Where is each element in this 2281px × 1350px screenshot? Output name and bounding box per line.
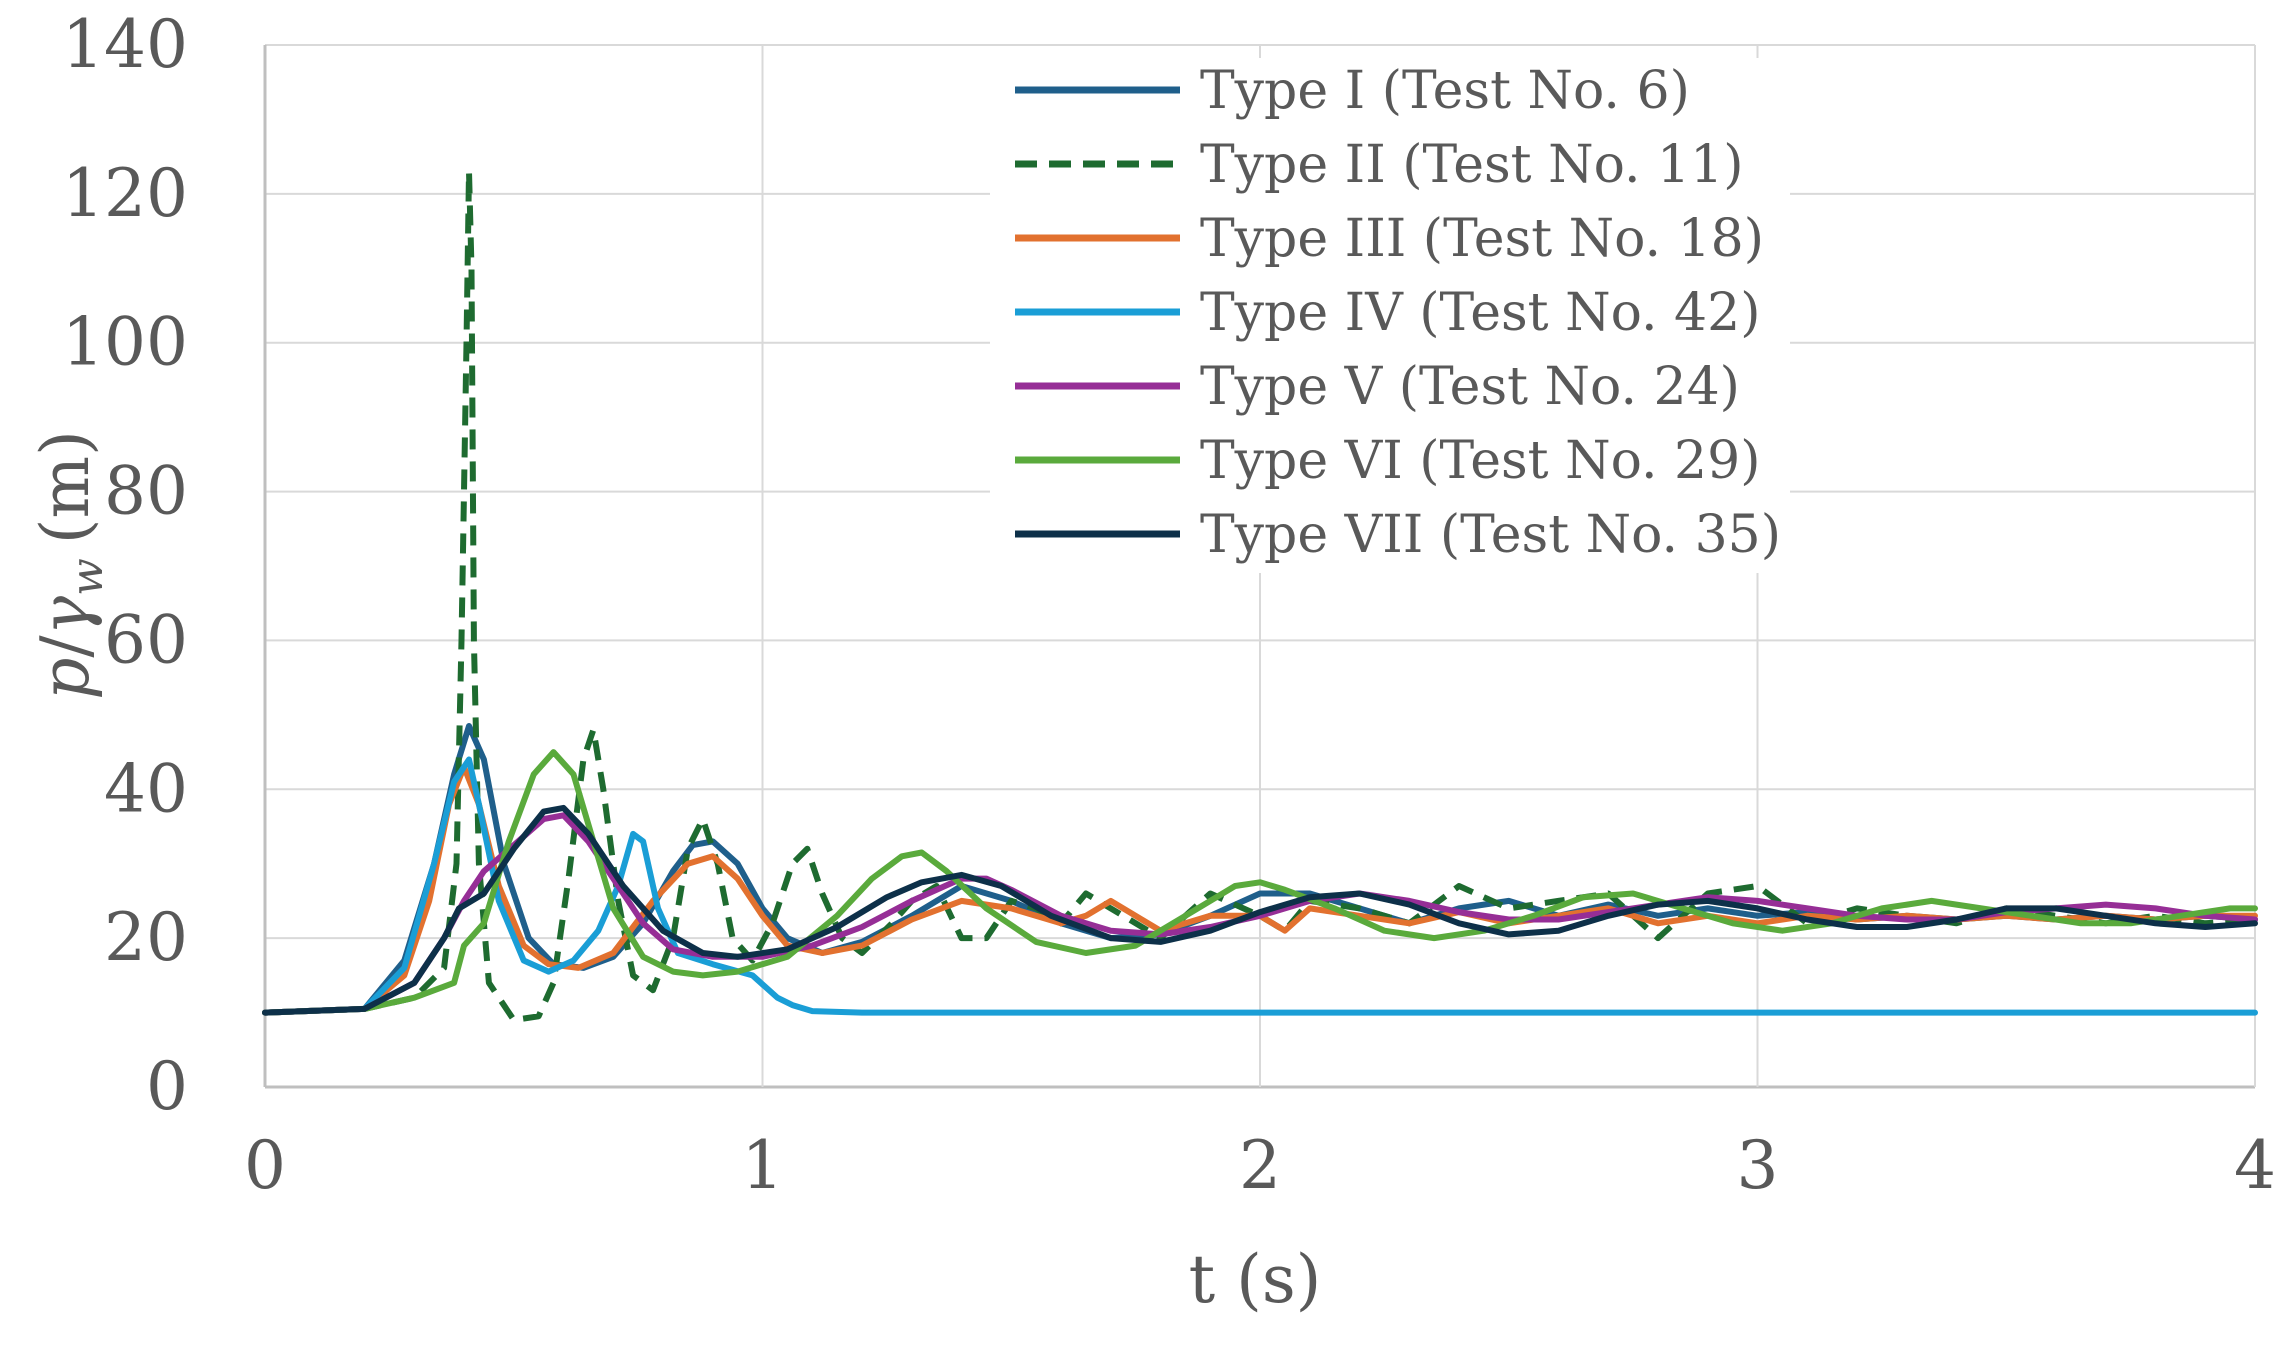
y-axis-title-unit: (m) (27, 430, 104, 544)
series-line-7 (262, 804, 2258, 1016)
y-tick-labels: 0 20 40 60 80 100 120 140 (62, 6, 188, 1125)
y-axis-title-sub: w (62, 558, 113, 596)
y-axis-title-var: p (27, 658, 104, 700)
x-axis-title: t (s) (1189, 1241, 1322, 1318)
legend-label-2: Type II (Test No. 11) (1200, 135, 1744, 195)
series-line-5 (262, 812, 2258, 1016)
y-tick-label: 80 (104, 453, 188, 530)
y-tick-label: 120 (62, 155, 188, 232)
x-tick-labels: 0 1 2 3 4 (244, 1127, 2276, 1204)
plot-series (262, 168, 2258, 1023)
x-tick-label: 0 (244, 1127, 286, 1204)
y-tick-label: 60 (104, 601, 188, 678)
y-axis-title-sep: / (27, 635, 104, 658)
y-tick-label: 100 (62, 304, 188, 381)
y-tick-label: 0 (146, 1048, 188, 1125)
series-line-6 (262, 749, 2258, 1016)
legend: Type I (Test No. 6) Type II (Test No. 11)… (1015, 61, 1781, 565)
legend-label-7: Type VII (Test No. 35) (1200, 505, 1781, 565)
legend-label-3: Type III (Test No. 18) (1200, 209, 1764, 269)
series-line-2 (264, 168, 2256, 1023)
x-tick-label: 1 (742, 1127, 784, 1204)
y-tick-label: 20 (104, 899, 188, 976)
y-tick-label: 40 (104, 750, 188, 827)
y-tick-label: 140 (62, 6, 188, 83)
x-tick-label: 2 (1239, 1127, 1281, 1204)
x-tick-label: 4 (2234, 1127, 2276, 1204)
series-line-4 (262, 756, 2258, 1016)
y-axis-title: p/γw (m) (27, 430, 113, 700)
legend-label-6: Type VI (Test No. 29) (1200, 431, 1761, 491)
y-axis-title-gamma: γ (27, 595, 104, 635)
legend-label-5: Type V (Test No. 24) (1200, 357, 1740, 417)
legend-label-1: Type I (Test No. 6) (1200, 61, 1690, 121)
legend-label-4: Type IV (Test No. 42) (1200, 283, 1761, 343)
x-tick-label: 3 (1737, 1127, 1779, 1204)
